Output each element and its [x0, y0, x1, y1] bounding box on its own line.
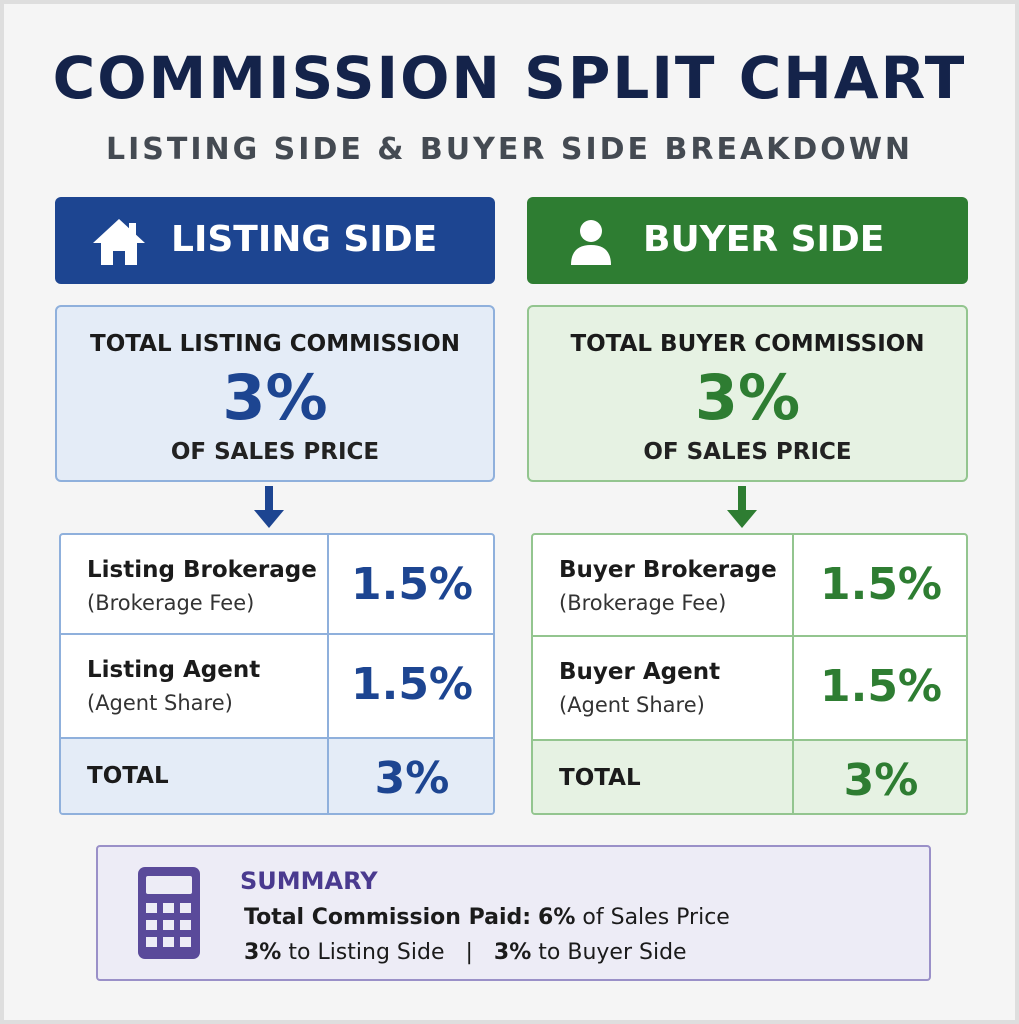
- row-label: TOTAL: [87, 763, 169, 789]
- separator: |: [465, 940, 473, 965]
- table-row: Buyer Agent (Agent Share) 1.5%: [533, 637, 966, 741]
- split-text: to Listing Side: [288, 940, 445, 965]
- split-value: 3%: [244, 940, 282, 965]
- summary-box: SUMMARY Total Commission Paid: 6% of Sal…: [96, 845, 931, 981]
- house-icon: [93, 219, 145, 265]
- total-box: TOTAL LISTING COMMISSION 3% OF SALES PRI…: [55, 305, 495, 482]
- arrow: [254, 486, 284, 528]
- row-value: 1.5%: [819, 559, 943, 610]
- table-total-row: TOTAL 3%: [61, 739, 493, 813]
- person-icon: [571, 220, 611, 265]
- split-table: Listing Brokerage (Brokerage Fee) 1.5% L…: [59, 533, 495, 815]
- row-sub: (Brokerage Fee): [559, 591, 727, 615]
- column-divider: [792, 535, 794, 813]
- table-row: Listing Agent (Agent Share) 1.5%: [61, 635, 493, 739]
- row-value: 3%: [374, 753, 450, 804]
- paid-rest: of Sales Price: [582, 905, 730, 930]
- total-value: 3%: [694, 361, 801, 434]
- total-value: 3%: [222, 361, 328, 434]
- row-sub: (Agent Share): [559, 693, 705, 717]
- row-label: Listing Agent: [87, 657, 261, 683]
- row-value: 3%: [843, 755, 919, 806]
- row-value: 1.5%: [350, 559, 474, 610]
- split-table: Buyer Brokerage (Brokerage Fee) 1.5% Buy…: [531, 533, 968, 815]
- paid-value: 6%: [538, 905, 576, 930]
- column-divider: [327, 535, 329, 813]
- total-box: TOTAL BUYER COMMISSION 3% OF SALES PRICE: [527, 305, 968, 482]
- summary-line: 3% to Listing Side | 3% to Buyer Side: [244, 940, 687, 965]
- total-note: OF SALES PRICE: [170, 439, 380, 465]
- row-sub: (Brokerage Fee): [87, 591, 255, 615]
- row-label: TOTAL: [559, 765, 641, 791]
- row-sub: (Agent Share): [87, 691, 233, 715]
- total-note: OF SALES PRICE: [643, 439, 852, 465]
- calculator-icon: [138, 867, 200, 959]
- split-value: 3%: [493, 940, 532, 965]
- side-header: LISTING SIDE: [55, 197, 495, 284]
- row-value: 1.5%: [819, 661, 943, 712]
- row-label: Listing Brokerage: [87, 557, 317, 583]
- row-value: 1.5%: [350, 659, 474, 710]
- split-text: to Buyer Side: [538, 940, 687, 965]
- summary-line: Total Commission Paid: 6% of Sales Price: [244, 905, 730, 930]
- side-title: BUYER SIDE: [643, 219, 885, 260]
- side-header: BUYER SIDE: [527, 197, 968, 284]
- paid-label: Total Commission Paid:: [244, 905, 532, 930]
- total-label: TOTAL BUYER COMMISSION: [570, 331, 925, 357]
- total-label: TOTAL LISTING COMMISSION: [90, 331, 460, 357]
- title: COMMISSION SPLIT CHART: [52, 44, 967, 112]
- table-row: Buyer Brokerage (Brokerage Fee) 1.5%: [533, 535, 966, 637]
- arrow: [727, 486, 757, 528]
- row-label: Buyer Brokerage: [559, 557, 777, 583]
- summary-title: SUMMARY: [240, 867, 378, 895]
- table-total-row: TOTAL 3%: [533, 741, 966, 813]
- row-label: Buyer Agent: [559, 659, 721, 685]
- side-title: LISTING SIDE: [171, 219, 438, 260]
- subtitle: LISTING SIDE & BUYER SIDE BREAKDOWN: [105, 132, 914, 167]
- table-row: Listing Brokerage (Brokerage Fee) 1.5%: [61, 535, 493, 635]
